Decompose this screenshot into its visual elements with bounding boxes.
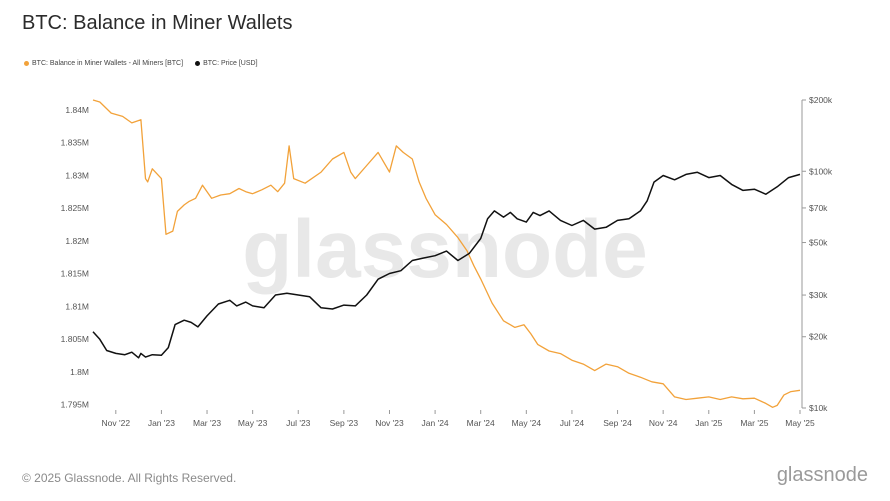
legend-label-balance: BTC: Balance in Miner Wallets - All Mine… <box>32 60 184 67</box>
copyright-footer: © 2025 Glassnode. All Rights Reserved. <box>22 471 237 485</box>
x-tick-label: Nov '22 <box>102 418 131 428</box>
x-tick-label: Jan '23 <box>148 418 175 428</box>
x-tick-label: Jan '25 <box>695 418 722 428</box>
legend-item-price[interactable]: BTC: Price [USD] <box>195 60 258 67</box>
x-tick-label: Mar '24 <box>467 418 495 428</box>
legend-label-price: BTC: Price [USD] <box>203 60 258 67</box>
y-left-tick-label: 1.84M <box>65 105 89 115</box>
x-tick-label: Jul '24 <box>560 418 585 428</box>
y-right-tick-label: $10k <box>809 403 828 413</box>
y-left-tick-label: 1.8M <box>70 367 89 377</box>
x-tick-label: Nov '24 <box>649 418 678 428</box>
x-tick-label: May '24 <box>512 418 542 428</box>
series-line-miner-balance <box>92 99 801 408</box>
y-right-tick-label: $70k <box>809 203 828 213</box>
y-left-tick-label: 1.81M <box>65 301 89 311</box>
watermark: glassnode <box>242 204 648 295</box>
x-tick-label: Jul '23 <box>286 418 311 428</box>
y-left-tick-label: 1.815M <box>61 269 89 279</box>
y-left-tick-label: 1.83M <box>65 170 89 180</box>
chart-title: BTC: Balance in Miner Wallets <box>22 12 293 34</box>
x-tick-label: Mar '25 <box>740 418 768 428</box>
brand-logo: glassnode <box>776 464 868 486</box>
x-tick-label: Sep '23 <box>330 418 359 428</box>
y-left-tick-label: 1.835M <box>61 138 89 148</box>
y-right-tick-label: $100k <box>809 166 833 176</box>
y-left-tick-label: 1.805M <box>61 334 89 344</box>
series-layer <box>92 99 801 408</box>
chart-legend: BTC: Balance in Miner Wallets - All Mine… <box>24 60 258 67</box>
x-tick-label: May '25 <box>785 418 815 428</box>
y-left-tick-label: 1.82M <box>65 236 89 246</box>
x-tick-label: Nov '23 <box>375 418 404 428</box>
legend-item-balance[interactable]: BTC: Balance in Miner Wallets - All Mine… <box>24 60 183 67</box>
legend-swatch-price <box>195 61 201 66</box>
x-tick-label: Jan '24 <box>422 418 449 428</box>
x-tick-label: Mar '23 <box>193 418 221 428</box>
x-tick-label: May '23 <box>238 418 268 428</box>
x-tick-label: Sep '24 <box>603 418 632 428</box>
axes: 1.795M 1.8M 1.805M 1.81M 1.815M 1.82M 1.825M 1.… <box>61 95 833 428</box>
y-right-tick-label: $200k <box>809 95 833 105</box>
y-right-tick-label: $20k <box>809 332 828 342</box>
series-line-btc-price <box>92 171 801 359</box>
y-right-tick-label: $50k <box>809 238 828 248</box>
y-right-tick-label: $30k <box>809 290 828 300</box>
legend-swatch-balance <box>24 61 29 66</box>
y-left-tick-label: 1.825M <box>61 203 89 213</box>
y-left-tick-label: 1.795M <box>61 400 89 410</box>
